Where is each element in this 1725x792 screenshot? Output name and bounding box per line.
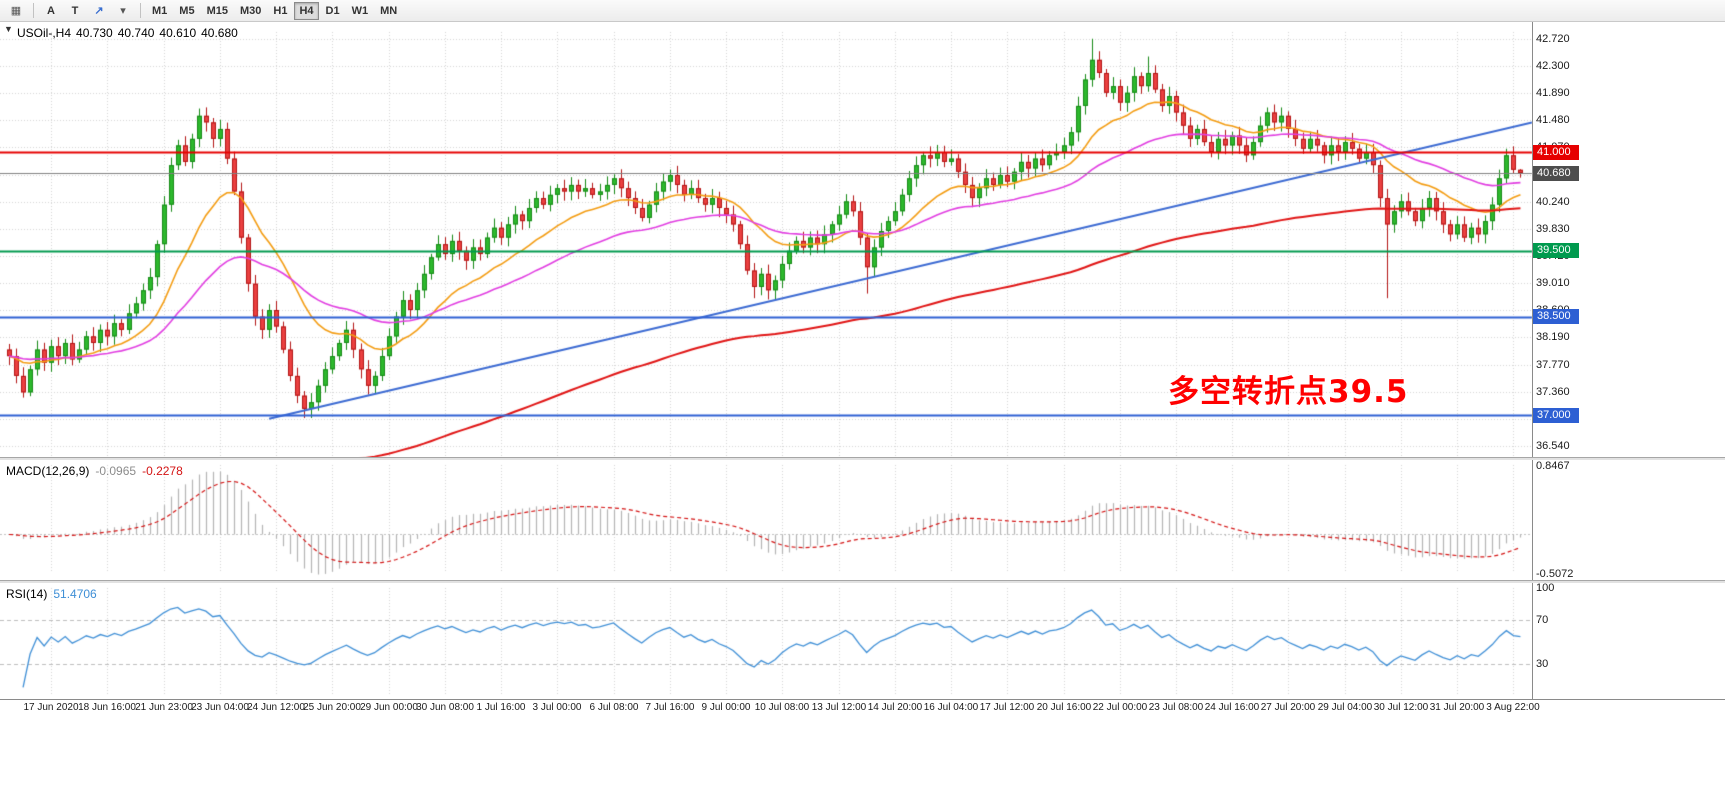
legend-open: 40.730 [76,26,113,40]
time-axis-label: 6 Jul 08:00 [589,702,639,713]
time-axis-label: 24 Jul 16:00 [1204,702,1260,713]
timeframe-d1[interactable]: D1 [325,4,340,17]
time-axis-label: 30 Jun 08:00 [416,702,474,713]
time-axis-label: 3 Jul 00:00 [532,702,582,713]
price-scale-border [1532,22,1533,699]
macd-signal-value: -0.2278 [142,464,183,478]
price-axis-label: 40.240 [1536,196,1570,208]
chart-canvas[interactable] [0,22,1725,792]
price-tag-39.500: 39.500 [1533,243,1579,258]
tools-dropdown-icon[interactable]: ▾ [120,5,126,17]
time-axis-label: 31 Jul 20:00 [1429,702,1485,713]
time-axis-label: 1 Jul 16:00 [476,702,526,713]
macd-main-value: -0.0965 [95,464,137,478]
time-axis-label: 17 Jun 2020 [23,702,79,713]
panel-splitter-macd[interactable] [0,457,1725,460]
price-axis-label: 42.720 [1536,33,1570,45]
rsi-indicator-label: RSI(14) 51.4706 [6,587,97,601]
macd-name: MACD(12,26,9) [6,464,90,478]
time-axis-label: 16 Jul 04:00 [923,702,979,713]
price-axis-label: 42.300 [1536,60,1570,72]
time-axis-label: 24 Jun 12:00 [247,702,305,713]
price-tag-41.000: 41.000 [1533,145,1579,160]
time-axis-label: 29 Jul 04:00 [1317,702,1373,713]
time-axis-label: 3 Aug 22:00 [1486,702,1540,713]
price-tag-38.500: 38.500 [1533,309,1579,324]
price-axis-label: 36.540 [1536,440,1570,452]
timeframe-mn[interactable]: MN [380,4,398,17]
legend-high: 40.740 [117,26,155,40]
macd-axis-min: -0.5072 [1536,568,1574,580]
macd-axis-max: 0.8467 [1536,460,1570,472]
time-axis-label: 23 Jul 08:00 [1148,702,1204,713]
price-axis-label: 39.830 [1536,223,1570,235]
time-axis-label: 21 Jun 23:00 [135,702,193,713]
price-axis-label: 37.770 [1536,359,1570,371]
time-axis-label: 18 Jun 16:00 [78,702,136,713]
macd-indicator-label: MACD(12,26,9) -0.0965 -0.2278 [6,464,183,478]
time-axis-label: 7 Jul 16:00 [645,702,695,713]
time-axis-label: 22 Jul 00:00 [1092,702,1148,713]
time-axis-label: 10 Jul 08:00 [754,702,810,713]
timeframe-m15[interactable]: M15 [206,4,228,17]
price-axis-label: 38.190 [1536,331,1570,343]
rsi-name: RSI(14) [6,587,48,601]
rsi-axis-label: 100 [1536,582,1555,594]
chart-template-icon[interactable]: ▦ [10,5,22,17]
toolbar-separator [33,3,34,18]
time-axis-label: 23 Jun 04:00 [191,702,249,713]
timeframe-m5[interactable]: M5 [179,4,195,17]
legend-symbol-period: USOil-,H4 [17,26,72,40]
time-axis-label: 25 Jun 20:00 [303,702,361,713]
timeframe-h4[interactable]: H4 [294,1,319,20]
time-axis-label: 20 Jul 16:00 [1036,702,1092,713]
time-axis-label: 14 Jul 20:00 [867,702,923,713]
text-label-icon[interactable]: T [71,4,79,17]
time-axis-label: 13 Jul 12:00 [811,702,867,713]
timeframe-h1[interactable]: H1 [273,4,288,17]
timeframe-w1[interactable]: W1 [351,4,369,17]
time-axis-label: 27 Jul 20:00 [1260,702,1316,713]
panel-splitter-rsi[interactable] [0,580,1725,583]
rsi-value: 51.4706 [53,587,97,601]
time-axis-label: 9 Jul 00:00 [701,702,751,713]
chart-legend: USOil-,H4 40.730 40.740 40.610 40.680 [17,26,238,40]
timeframe-m30[interactable]: M30 [239,4,262,17]
price-axis-label: 37.360 [1536,386,1570,398]
price-tag-37.000: 37.000 [1533,408,1579,423]
draw-tools-icon[interactable]: ↗ [94,5,104,17]
annotate-a-icon[interactable]: A [47,4,55,17]
price-axis-label: 41.890 [1536,87,1570,99]
one-click-trading-toggle[interactable]: ▼ [4,24,13,34]
toolbar: ▦ A T ↗ ▾ M1 M5 M15 M30 H1 H4 D1 W1 MN [0,0,1725,22]
legend-low: 40.610 [159,26,197,40]
toolbar-separator [140,3,141,18]
rsi-axis-label: 30 [1536,658,1549,670]
timeframe-m1[interactable]: M1 [152,4,168,17]
annotation-text[interactable]: 多空转折点39.5 [1168,374,1409,410]
time-axis-label: 30 Jul 12:00 [1373,702,1429,713]
time-axis-border [0,699,1725,700]
price-axis-label: 41.480 [1536,114,1570,126]
price-axis-label: 39.010 [1536,277,1570,289]
toolbar-icon-group: ▦ A T ↗ ▾ [4,2,135,20]
legend-close: 40.680 [201,26,238,40]
current-price-tag: 40.680 [1533,166,1579,181]
rsi-axis-label: 70 [1536,614,1549,626]
time-axis-label: 17 Jul 12:00 [979,702,1035,713]
time-axis-label: 29 Jun 00:00 [360,702,418,713]
timeframe-group: M1 M5 M15 M30 H1 H4 D1 W1 MN [146,1,403,20]
